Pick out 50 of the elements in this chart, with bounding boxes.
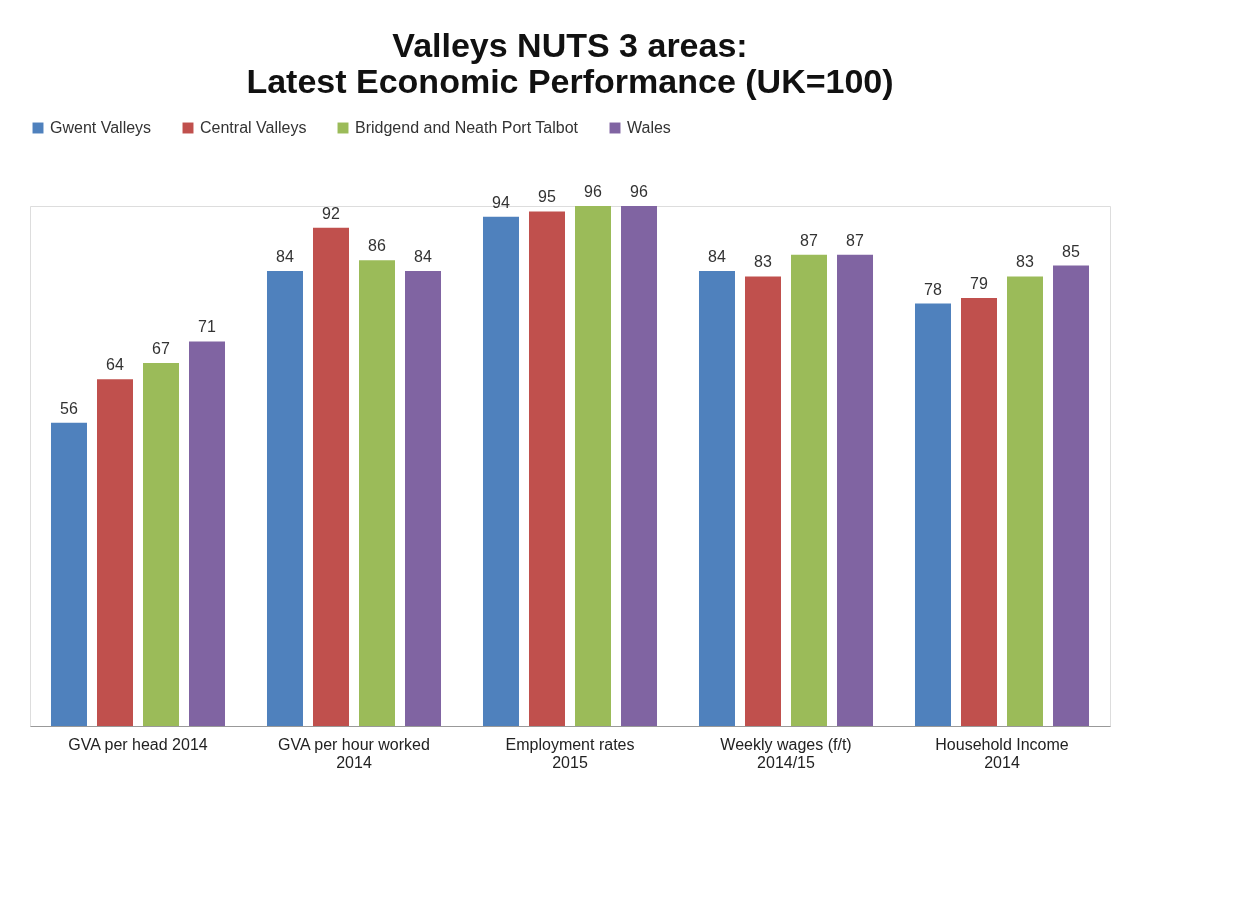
data-label: 64 xyxy=(106,356,124,374)
bar xyxy=(961,298,997,726)
bar xyxy=(97,379,133,726)
x-tick-label: Household Income 2014 xyxy=(935,735,1069,771)
bar xyxy=(189,341,226,726)
data-label: 84 xyxy=(708,248,726,265)
bar xyxy=(313,227,349,726)
bar xyxy=(837,254,874,726)
data-label: 84 xyxy=(276,248,294,265)
data-label: 96 xyxy=(584,183,602,200)
legend-label: Bridgend and Neath Port Talbot xyxy=(355,119,579,136)
bar xyxy=(1053,265,1090,726)
bar xyxy=(1007,276,1043,726)
bar xyxy=(143,363,179,726)
bar xyxy=(482,216,519,726)
bar xyxy=(575,206,611,726)
legend-label: Wales xyxy=(627,119,671,136)
x-tick-label: GVA per head 2014 xyxy=(68,735,208,753)
bar xyxy=(50,422,87,726)
bar xyxy=(529,211,565,726)
bar xyxy=(745,276,781,726)
data-label: 79 xyxy=(970,275,988,293)
data-label: 87 xyxy=(800,231,818,249)
data-label: 86 xyxy=(368,237,386,255)
data-label: 84 xyxy=(414,248,433,265)
x-tick-label: Weekly wages (f/t) 2014/15 xyxy=(720,735,852,771)
bar xyxy=(914,303,951,726)
data-label: 95 xyxy=(538,188,556,206)
data-label: 67 xyxy=(152,340,170,358)
x-tick-label: Employment rates 2015 xyxy=(505,735,635,771)
data-label: 78 xyxy=(924,280,942,298)
chart-title: Valleys NUTS 3 areas: Latest Economic Performance (UK=100) xyxy=(246,26,894,100)
data-label: 85 xyxy=(1062,242,1081,260)
bar xyxy=(405,271,442,726)
bar xyxy=(621,206,658,726)
data-label: 87 xyxy=(846,231,865,249)
data-label: 71 xyxy=(198,318,217,336)
bar xyxy=(791,254,827,726)
bar xyxy=(359,260,395,726)
x-tick-label: GVA per hour worked 2014 xyxy=(278,735,430,771)
legend-label: Central Valleys xyxy=(200,119,307,136)
bar xyxy=(266,271,303,726)
data-label: 94 xyxy=(492,193,510,211)
legend-label: Gwent Valleys xyxy=(50,119,152,136)
bar xyxy=(698,271,735,726)
data-label: 96 xyxy=(630,183,649,200)
data-label: 56 xyxy=(60,399,78,417)
data-label: 83 xyxy=(754,253,772,271)
data-label: 92 xyxy=(322,204,340,222)
data-label: 83 xyxy=(1016,253,1034,271)
